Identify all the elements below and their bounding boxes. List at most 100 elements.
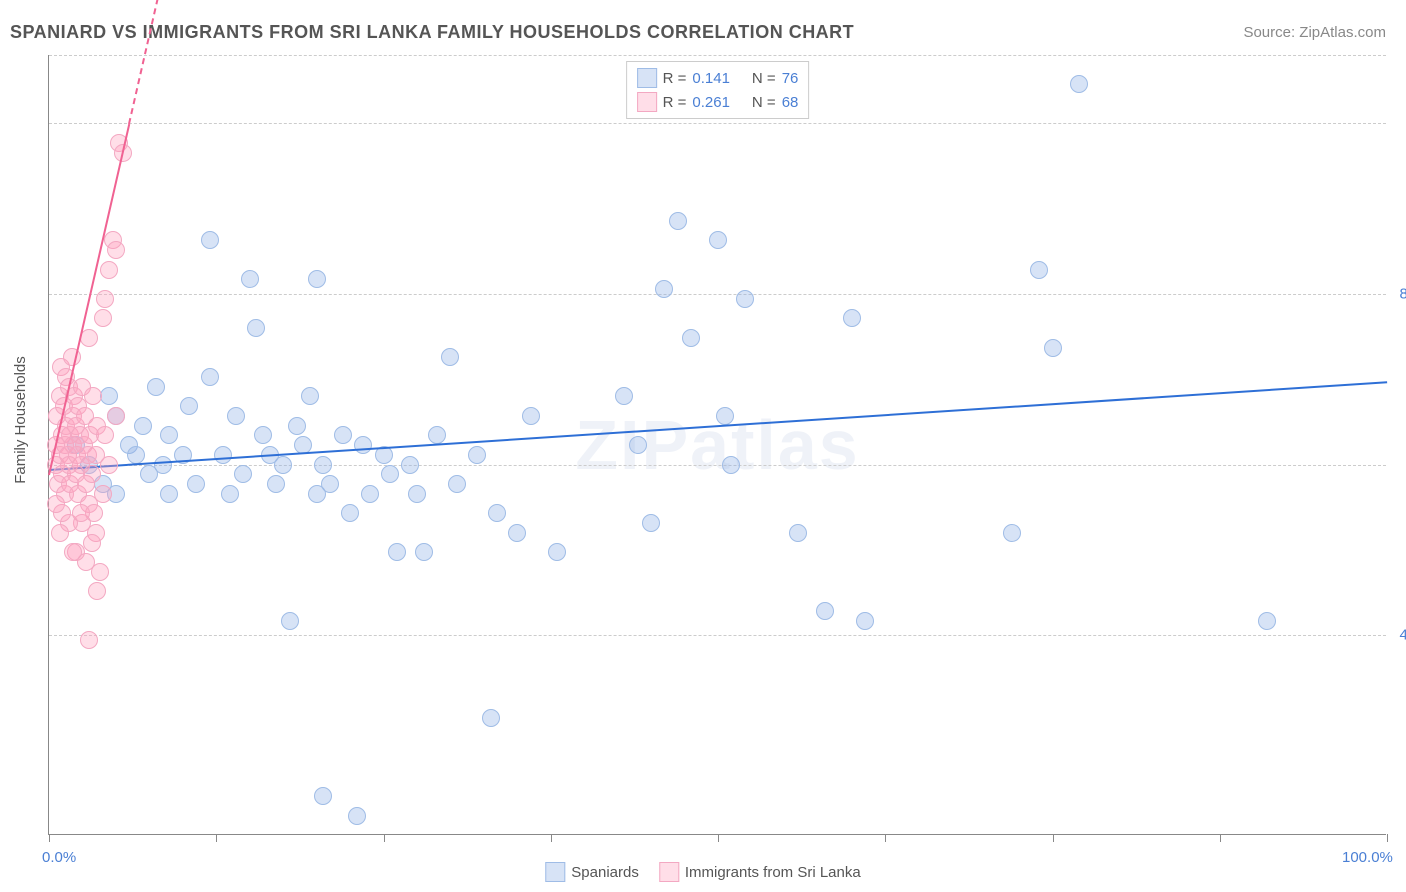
legend-item: Immigrants from Sri Lanka xyxy=(659,862,861,882)
scatter-point xyxy=(361,485,379,503)
scatter-point xyxy=(508,524,526,542)
scatter-point xyxy=(856,612,874,630)
correlation-legend: R =0.141N =76R =0.261N =68 xyxy=(626,61,810,119)
scatter-point xyxy=(160,485,178,503)
scatter-point xyxy=(214,446,232,464)
gridline xyxy=(49,465,1386,466)
x-tick xyxy=(551,834,552,842)
scatter-point xyxy=(428,426,446,444)
scatter-point xyxy=(241,270,259,288)
x-tick xyxy=(718,834,719,842)
x-tick xyxy=(1220,834,1221,842)
scatter-point xyxy=(160,426,178,444)
x-tick xyxy=(885,834,886,842)
x-tick xyxy=(216,834,217,842)
scatter-point xyxy=(468,446,486,464)
scatter-point xyxy=(281,612,299,630)
plot-area: ZIPatlas R =0.141N =76R =0.261N =68 47.5… xyxy=(48,55,1386,835)
scatter-point xyxy=(522,407,540,425)
scatter-point xyxy=(94,485,112,503)
scatter-point xyxy=(482,709,500,727)
r-label: R = xyxy=(663,70,687,87)
scatter-point xyxy=(816,602,834,620)
scatter-point xyxy=(1044,339,1062,357)
source-label: Source: ZipAtlas.com xyxy=(1243,24,1386,41)
scatter-point xyxy=(96,426,114,444)
scatter-point xyxy=(94,309,112,327)
scatter-point xyxy=(80,631,98,649)
scatter-point xyxy=(401,456,419,474)
scatter-point xyxy=(254,426,272,444)
scatter-point xyxy=(1030,261,1048,279)
r-label: R = xyxy=(663,94,687,111)
scatter-point xyxy=(96,290,114,308)
legend-swatch xyxy=(637,68,657,88)
scatter-point xyxy=(441,348,459,366)
trendline xyxy=(49,382,1387,472)
scatter-point xyxy=(201,231,219,249)
gridline xyxy=(49,635,1386,636)
scatter-point xyxy=(388,543,406,561)
scatter-point xyxy=(1258,612,1276,630)
scatter-point xyxy=(100,261,118,279)
scatter-point xyxy=(100,387,118,405)
legend-swatch xyxy=(545,862,565,882)
scatter-point xyxy=(147,378,165,396)
scatter-point xyxy=(655,280,673,298)
scatter-point xyxy=(201,368,219,386)
scatter-point xyxy=(227,407,245,425)
scatter-point xyxy=(348,807,366,825)
scatter-point xyxy=(669,212,687,230)
x-tick xyxy=(49,834,50,842)
legend-label: Immigrants from Sri Lanka xyxy=(685,864,861,881)
scatter-point xyxy=(134,417,152,435)
series-legend: Spaniards Immigrants from Sri Lanka xyxy=(545,862,860,882)
scatter-point xyxy=(843,309,861,327)
y-axis-title: Family Households xyxy=(12,356,29,484)
scatter-point xyxy=(716,407,734,425)
scatter-point xyxy=(354,436,372,454)
scatter-point xyxy=(334,426,352,444)
scatter-point xyxy=(234,465,252,483)
scatter-point xyxy=(448,475,466,493)
scatter-point xyxy=(709,231,727,249)
scatter-point xyxy=(408,485,426,503)
scatter-point xyxy=(187,475,205,493)
chart-title: SPANIARD VS IMMIGRANTS FROM SRI LANKA FA… xyxy=(10,22,854,43)
scatter-point xyxy=(642,514,660,532)
scatter-point xyxy=(107,241,125,259)
scatter-point xyxy=(83,534,101,552)
x-tick-label: 100.0% xyxy=(1342,849,1393,866)
trendline-extrapolated xyxy=(128,0,170,124)
scatter-point xyxy=(722,456,740,474)
x-tick xyxy=(1053,834,1054,842)
scatter-point xyxy=(180,397,198,415)
n-label: N = xyxy=(752,70,776,87)
gridline xyxy=(49,123,1386,124)
scatter-point xyxy=(274,456,292,474)
scatter-point xyxy=(247,319,265,337)
legend-swatch xyxy=(659,862,679,882)
y-tick-label: 82.5% xyxy=(1399,285,1406,302)
scatter-point xyxy=(308,270,326,288)
r-value: 0.141 xyxy=(692,70,730,87)
legend-row: R =0.141N =76 xyxy=(637,66,799,90)
scatter-point xyxy=(321,475,339,493)
scatter-point xyxy=(84,387,102,405)
x-tick xyxy=(384,834,385,842)
x-tick-label: 0.0% xyxy=(42,849,76,866)
chart-container: SPANIARD VS IMMIGRANTS FROM SRI LANKA FA… xyxy=(0,0,1406,892)
scatter-point xyxy=(221,485,239,503)
n-label: N = xyxy=(752,94,776,111)
r-value: 0.261 xyxy=(692,94,730,111)
legend-label: Spaniards xyxy=(571,864,639,881)
y-tick-label: 47.5% xyxy=(1399,627,1406,644)
scatter-point xyxy=(47,495,65,513)
scatter-point xyxy=(415,543,433,561)
scatter-point xyxy=(288,417,306,435)
scatter-point xyxy=(381,465,399,483)
scatter-point xyxy=(736,290,754,308)
scatter-point xyxy=(682,329,700,347)
scatter-point xyxy=(789,524,807,542)
scatter-point xyxy=(629,436,647,454)
